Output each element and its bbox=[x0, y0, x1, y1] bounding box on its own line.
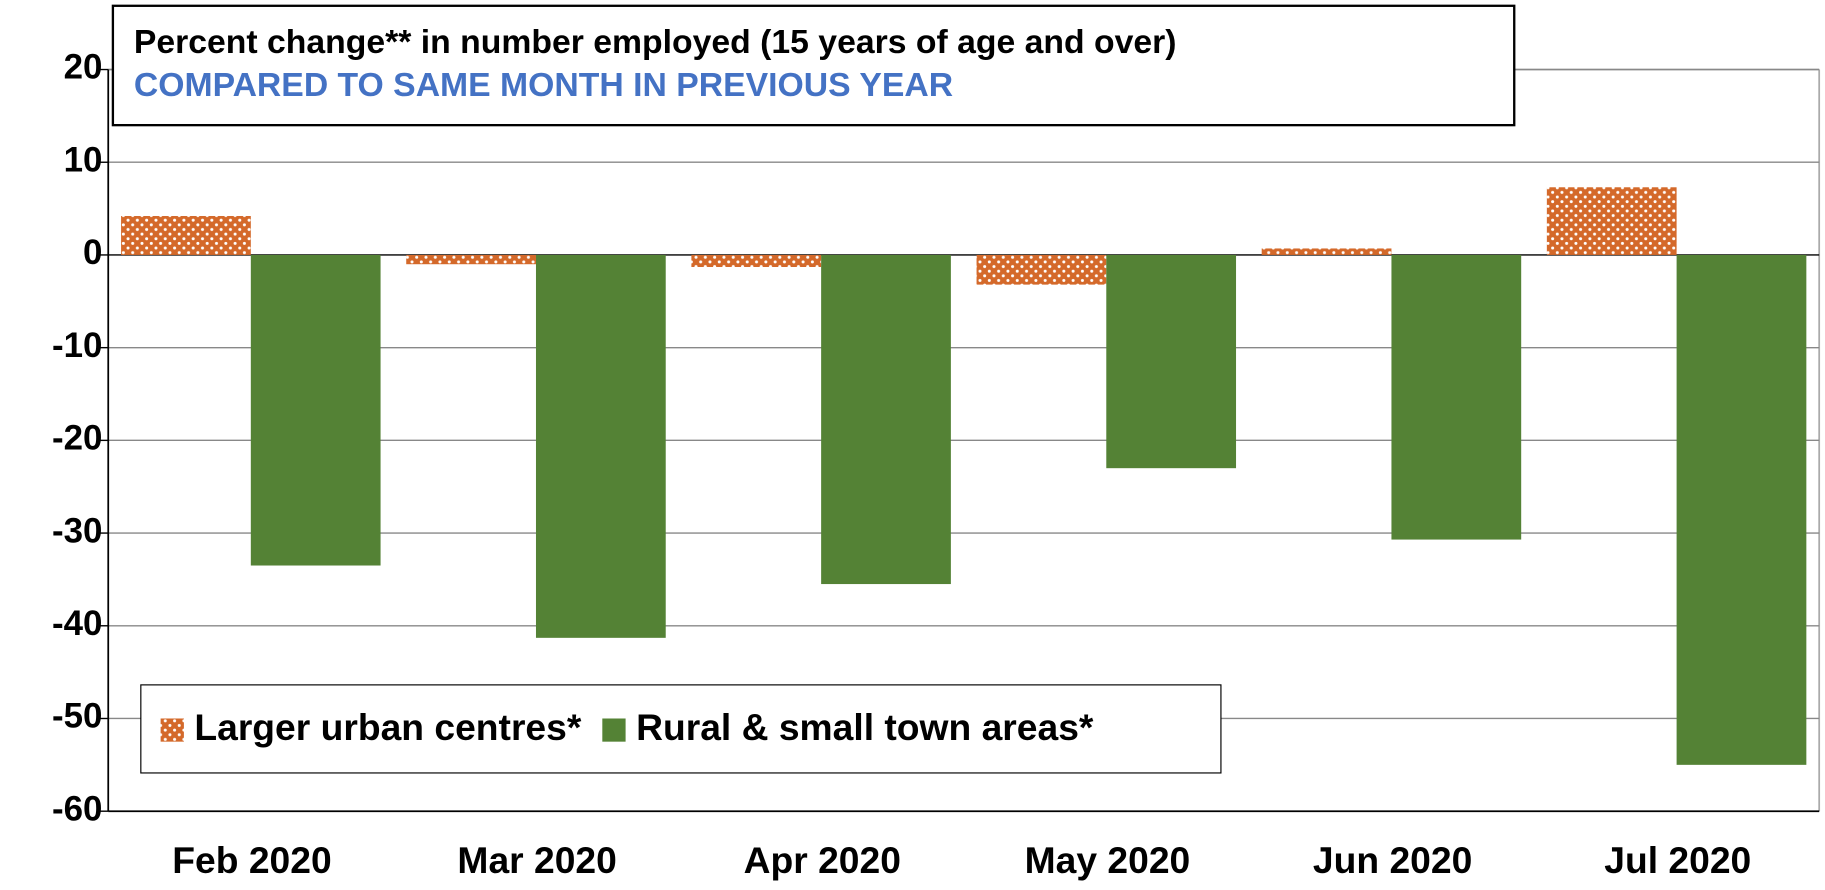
x-tick-label: Apr 2020 bbox=[744, 839, 901, 881]
bar bbox=[976, 254, 1107, 285]
chart-title: Percent change** in number employed (15 … bbox=[134, 24, 1177, 61]
y-tick-label: -20 bbox=[52, 419, 102, 458]
bar bbox=[1106, 254, 1237, 469]
x-tick-label: Mar 2020 bbox=[457, 839, 616, 881]
legend-swatch bbox=[602, 718, 626, 742]
chart-subtitle: COMPARED TO SAME MONTH IN PREVIOUS YEAR bbox=[134, 67, 953, 104]
bars bbox=[121, 187, 1807, 765]
bar bbox=[535, 254, 666, 638]
legend-label: Rural & small town areas* bbox=[636, 706, 1094, 748]
bar bbox=[406, 254, 536, 265]
x-tick-label: Feb 2020 bbox=[172, 839, 331, 881]
x-tick-label: Jun 2020 bbox=[1313, 839, 1472, 881]
bar bbox=[1391, 254, 1522, 540]
bar bbox=[1676, 254, 1807, 765]
legend-label: Larger urban centres* bbox=[194, 706, 582, 748]
legend-swatch bbox=[160, 718, 184, 742]
legend-box bbox=[140, 684, 1222, 774]
bar bbox=[250, 254, 381, 566]
y-tick-label: 0 bbox=[83, 233, 102, 272]
x-tick-label: May 2020 bbox=[1025, 839, 1191, 881]
bar bbox=[1261, 248, 1392, 255]
bar bbox=[1546, 187, 1677, 255]
title-box bbox=[111, 4, 1516, 127]
legend: Larger urban centres* Rural & small town … bbox=[140, 684, 1222, 774]
y-tick-label: 10 bbox=[64, 140, 103, 179]
bar bbox=[121, 216, 251, 255]
x-tick-label: Jul 2020 bbox=[1604, 839, 1751, 881]
y-tick-label: -40 bbox=[52, 604, 102, 643]
y-tick-label: -10 bbox=[52, 326, 102, 365]
y-tick-label: -30 bbox=[52, 511, 102, 550]
bar bbox=[821, 254, 951, 585]
y-tick-label: -50 bbox=[52, 697, 102, 736]
bar bbox=[691, 254, 822, 267]
y-tick-label: 20 bbox=[64, 48, 103, 87]
y-tick-label: -60 bbox=[52, 789, 102, 828]
